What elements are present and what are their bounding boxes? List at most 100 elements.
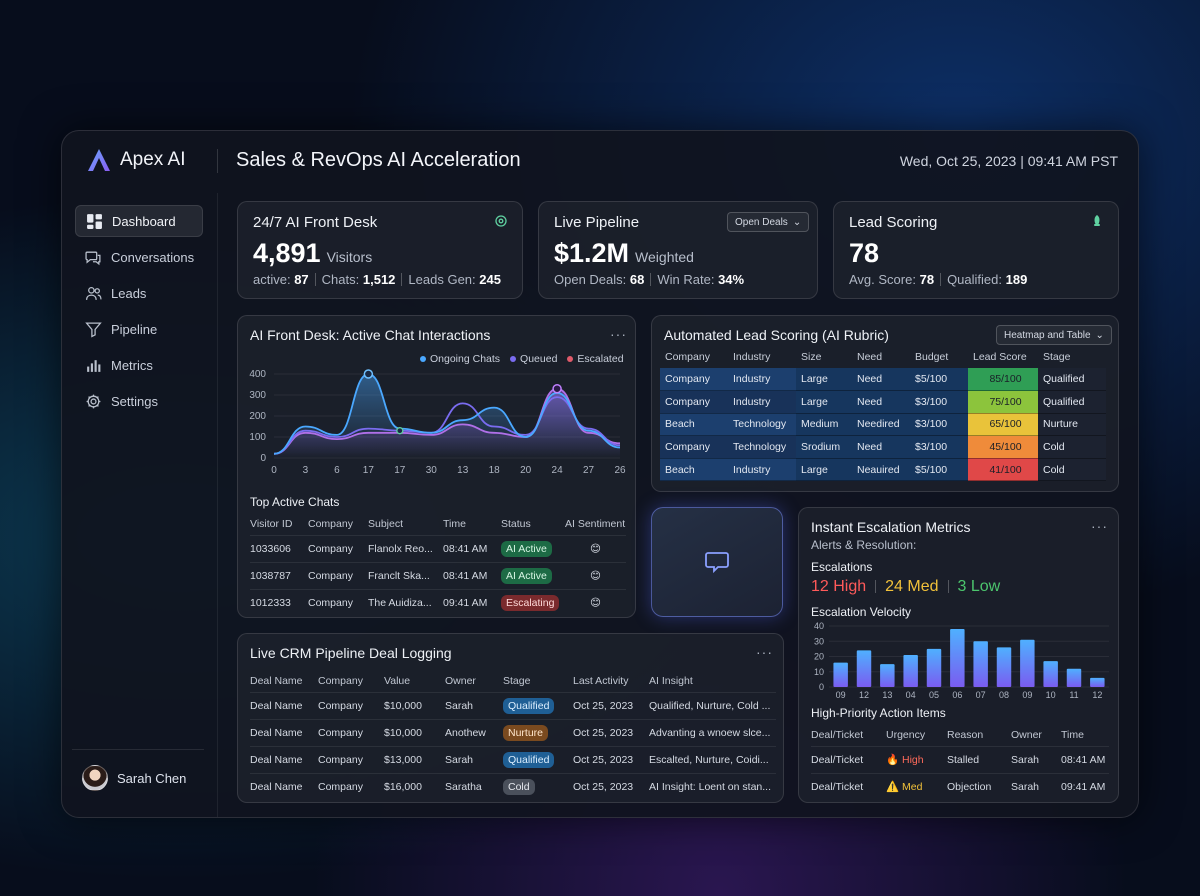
stage-badge: Cold xyxy=(503,778,535,795)
x-tick-label: 09 xyxy=(836,690,846,700)
table-row[interactable]: 1033606 Company Flanolx Reo... 08:41 AM … xyxy=(250,534,626,562)
col-header: Owner xyxy=(1011,728,1042,741)
y-tick-label: 10 xyxy=(814,667,824,677)
table-row[interactable]: Beach Technology Medium Needired $3/100 65/10… xyxy=(660,413,1106,437)
velocity-bar xyxy=(880,664,895,687)
more-options-icon[interactable]: ··· xyxy=(610,326,627,342)
chats-label: Chats: xyxy=(321,272,360,287)
col-header: Company xyxy=(308,517,353,530)
col-header: AI Sentiment xyxy=(565,517,626,530)
status-badge: AI Active xyxy=(501,567,552,584)
cell-industry: Industry xyxy=(728,368,796,392)
cell-subject: The Auidiza... xyxy=(368,588,443,616)
cell-stage: Cold xyxy=(1038,435,1106,459)
table-row[interactable]: Deal Name Company $16,000 Saratha Cold Oct 25… xyxy=(250,772,776,800)
user-profile[interactable]: Sarah Chen xyxy=(82,765,186,791)
kpi-subtext: active: 87 Chats: 1,512 Leads Gen: 245 xyxy=(253,272,501,287)
rubric-title: Automated Lead Scoring (AI Rubric) xyxy=(664,327,889,343)
x-tick-label: 17 xyxy=(363,465,375,476)
table-row[interactable]: Company Technology Srodium Need $3/100 45/100… xyxy=(660,435,1106,459)
sidebar-item-metrics[interactable]: Metrics xyxy=(75,349,203,381)
sidebar-divider xyxy=(72,749,204,750)
table-row[interactable]: 1012333 Company The Auidiza... 09:41 AM … xyxy=(250,588,626,616)
cell-activity: Oct 25, 2023 xyxy=(573,718,649,746)
open-deals-select[interactable]: Open Deals ⌄ xyxy=(727,212,810,232)
lead-rubric-card: Automated Lead Scoring (AI Rubric) Heatm… xyxy=(651,315,1119,492)
sidebar-item-leads[interactable]: Leads xyxy=(75,277,203,309)
cell-company: Company xyxy=(660,368,728,392)
sentiment-icon: 😊 xyxy=(565,561,626,589)
col-header: Time xyxy=(1061,728,1084,741)
cell-stage: Qualified xyxy=(503,745,573,773)
table-row[interactable]: Deal Name Company $10,000 Anothew Nurture Oct… xyxy=(250,718,776,746)
cell-id: 1038787 xyxy=(250,561,308,589)
sidebar-item-dashboard[interactable]: Dashboard xyxy=(75,205,203,237)
leads-label: Leads Gen: xyxy=(408,272,476,287)
col-header: Deal/Ticket xyxy=(811,728,864,741)
cell-value: $13,000 xyxy=(384,745,445,773)
cell-time: 09:41 AM xyxy=(443,588,501,616)
table-row[interactable]: Deal Name Company $13,000 Sarah Qualified Oct… xyxy=(250,745,776,773)
x-tick-label: 13 xyxy=(457,465,469,476)
top-chats-title: Top Active Chats xyxy=(250,495,340,509)
sidebar-item-label: Metrics xyxy=(111,357,153,373)
y-tick-label: 20 xyxy=(814,652,824,662)
refresh-icon[interactable] xyxy=(494,214,508,228)
sidebar-item-pipeline[interactable]: Pipeline xyxy=(75,313,203,345)
cell-company: Beach xyxy=(660,458,728,482)
cell-activity: Oct 25, 2023 xyxy=(573,691,649,719)
kpi-number: 4,891 xyxy=(253,238,321,268)
cell-industry: Technology xyxy=(728,413,796,437)
chat-icon xyxy=(85,251,101,265)
cell-stage: Qualified xyxy=(503,691,573,719)
more-options-icon[interactable]: ··· xyxy=(1091,518,1108,534)
table-row[interactable]: 1038787 Company Franclt Ska... 08:41 AM … xyxy=(250,561,626,589)
col-header: Company xyxy=(318,674,363,687)
table-row[interactable]: Beach Industry Large Neauired $5/100 41/100 Co… xyxy=(660,458,1106,482)
col-header: Industry xyxy=(733,351,771,363)
ai-chat-launcher[interactable] xyxy=(651,507,783,617)
legend-escalated: Escalated xyxy=(567,353,624,365)
table-row[interactable]: Deal/Ticket 🔥 High Stalled Sarah 08:41 A… xyxy=(811,745,1109,773)
sidebar-item-label: Settings xyxy=(111,393,158,409)
cell-need: Need xyxy=(852,368,910,392)
x-tick-label: 6 xyxy=(334,465,340,476)
table-row[interactable]: Deal/Ticket ⚠️ Med Objection Sarah 09:41… xyxy=(811,772,1109,800)
x-tick-label: 27 xyxy=(583,465,595,476)
header-divider xyxy=(217,149,218,173)
table-header: Deal Name Company Value Owner Stage Last… xyxy=(250,670,776,692)
sidebar-item-conversations[interactable]: Conversations xyxy=(75,241,203,273)
view-mode-select[interactable]: Heatmap and Table ⌄ xyxy=(996,325,1112,345)
x-tick-label: 30 xyxy=(426,465,438,476)
chart-title: AI Front Desk: Active Chat Interactions xyxy=(250,327,491,343)
col-header: Reason xyxy=(947,728,984,741)
cell-owner: Anothew xyxy=(445,718,503,746)
table-row[interactable]: Company Industry Large Need $5/100 85/100 Qual… xyxy=(660,368,1106,392)
col-header: Lead Score xyxy=(973,351,1027,363)
cell-subject: Franclt Ska... xyxy=(368,561,443,589)
brand[interactable]: Apex AI xyxy=(86,147,186,173)
table-row[interactable]: Deal Name Company $10,000 Sarah Qualified Oct… xyxy=(250,691,776,719)
cell-size: Medium xyxy=(796,413,852,437)
x-tick-label: 26 xyxy=(614,465,626,476)
qual-label: Qualified: xyxy=(947,272,1002,287)
cell-stage: Cold xyxy=(1038,458,1106,482)
col-header: Last Activity xyxy=(573,674,629,687)
sidebar-item-settings[interactable]: Settings xyxy=(75,385,203,417)
cell-need: Need xyxy=(852,435,910,459)
cell-value: $10,000 xyxy=(384,718,445,746)
cell-reason: Objection xyxy=(947,772,1011,800)
cell-id: 1033606 xyxy=(250,534,308,562)
rocket-icon[interactable] xyxy=(1090,214,1104,228)
more-options-icon[interactable]: ··· xyxy=(756,644,773,660)
cell-budget: $5/100 xyxy=(910,458,968,482)
kpi-number: $1.2M xyxy=(554,238,630,268)
cell-score: 65/100 xyxy=(968,413,1038,437)
table-row[interactable]: Company Industry Large Need $3/100 75/100 Qual… xyxy=(660,390,1106,414)
col-header: AI Insight xyxy=(649,674,693,687)
y-tick-label: 400 xyxy=(249,369,266,380)
y-tick-label: 40 xyxy=(814,621,824,631)
col-header: Time xyxy=(443,517,466,530)
escalation-title: Instant Escalation Metrics xyxy=(811,519,971,535)
col-header: Visitor ID xyxy=(250,517,293,530)
